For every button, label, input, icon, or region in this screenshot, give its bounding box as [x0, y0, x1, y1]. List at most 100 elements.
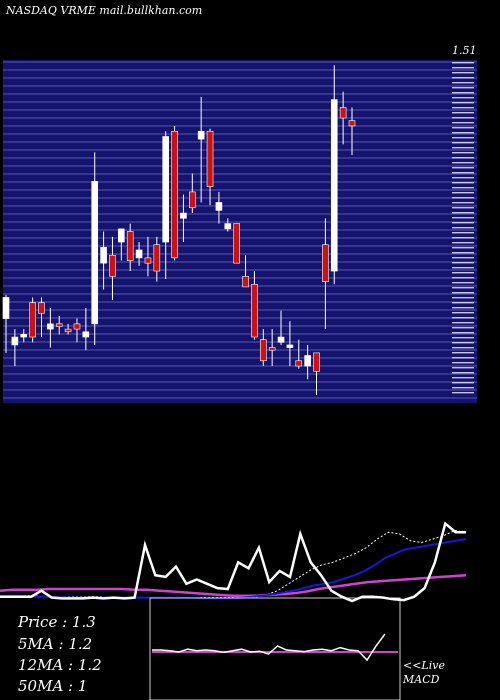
candle-body — [162, 136, 169, 243]
live-macd-label: <<Live MACD — [403, 659, 445, 687]
ma12-readout: 12MA : 1.2 — [18, 656, 102, 674]
price-scale-tick — [452, 392, 474, 394]
price-scale-tick — [452, 102, 474, 104]
price-scale-tick — [452, 172, 474, 174]
candle-body — [197, 130, 205, 140]
top-price-label: 1.51 — [452, 44, 477, 57]
candle-body — [268, 347, 276, 351]
candle-body — [73, 323, 81, 330]
price-scale-tick — [452, 127, 474, 129]
macd-label: MACD — [403, 673, 440, 686]
price-scale-tick — [452, 352, 474, 354]
chart-header: NASDAQ VRME mail.bullkhan.com — [6, 4, 203, 17]
price-scale-tick — [452, 372, 474, 374]
price-scale-tick — [452, 267, 474, 269]
candle-body — [109, 254, 116, 277]
candle-body — [135, 249, 143, 259]
price-scale-tick — [452, 347, 474, 349]
candle-body — [29, 302, 36, 338]
price-scale-tick — [452, 367, 474, 369]
price-scale-tick — [452, 232, 474, 234]
candle-body — [11, 336, 19, 346]
candle-body — [348, 120, 356, 127]
price-panel — [3, 60, 477, 403]
price-readout: Price : 1.3 — [18, 613, 96, 631]
macd-line — [152, 633, 386, 662]
ma50-readout: 50MA : 1 — [18, 677, 88, 695]
candle-body — [224, 223, 232, 230]
candle-body — [295, 360, 303, 367]
candle-body — [47, 323, 54, 330]
price-scale-tick — [452, 342, 474, 344]
price-scale-tick — [452, 387, 474, 389]
price-scale-tick — [452, 272, 474, 274]
price-scale-tick — [452, 72, 474, 74]
price-gridlines — [3, 61, 477, 399]
candlestick-series — [2, 65, 356, 396]
price-scale-tick — [452, 227, 474, 229]
price-scale-tick — [452, 297, 474, 299]
price-scale-tick — [452, 202, 474, 204]
macd-lines — [152, 633, 398, 662]
price-scale-tick — [452, 147, 474, 149]
price-scale-tick — [452, 292, 474, 294]
candle-body — [126, 231, 134, 261]
price-scale-tick — [452, 307, 474, 309]
live-label: <<Live — [403, 659, 445, 672]
price-scale-tick — [452, 157, 474, 159]
price-scale-tick — [452, 92, 474, 94]
price-scale-tick — [452, 277, 474, 279]
moving-average-panel — [0, 521, 467, 603]
price-scale-tick — [452, 82, 474, 84]
candle-body — [118, 228, 125, 243]
candle-body — [82, 331, 90, 338]
price-scale-tick — [452, 162, 474, 164]
candle-body — [189, 191, 196, 209]
candle-body — [55, 323, 63, 327]
price-scale-tick — [452, 77, 474, 79]
candle-body — [304, 355, 311, 367]
price-scale-tick — [452, 302, 474, 304]
price-scale-tick — [452, 67, 474, 69]
candle-body — [180, 212, 187, 219]
macd-panel — [149, 597, 401, 700]
price-scale-tick — [452, 362, 474, 364]
price-scale-tick — [452, 142, 474, 144]
price-scale-tick — [452, 112, 474, 114]
candle-body — [259, 339, 267, 362]
momentum-line — [0, 521, 466, 603]
price-scale-tick — [452, 122, 474, 124]
price-scale-tick — [452, 197, 474, 199]
price-scale-tick — [452, 167, 474, 169]
candle-body — [91, 181, 99, 325]
candle-body — [313, 352, 320, 372]
ma-dotted-line — [0, 529, 467, 599]
candle-body — [277, 336, 285, 343]
price-scale-tick — [452, 252, 474, 254]
candle-body — [286, 344, 294, 348]
price-scale-tick — [452, 117, 474, 119]
price-scale-tick — [452, 332, 474, 334]
price-scale-tick — [452, 177, 474, 179]
price-scale-tick — [452, 62, 474, 64]
price-scale-tick — [452, 212, 474, 214]
candle-body — [38, 302, 45, 314]
price-scale-tick — [452, 327, 474, 329]
candle-body — [330, 99, 338, 272]
price-scale-tick — [452, 97, 474, 99]
ma5-readout: 5MA : 1.2 — [18, 635, 93, 653]
candle-body — [20, 334, 28, 338]
price-scale-tick — [452, 242, 474, 244]
price-scale-tick — [452, 137, 474, 139]
price-scale-tick — [452, 357, 474, 359]
price-scale-tick — [452, 222, 474, 224]
price-scale-tick — [452, 282, 474, 284]
candle-body — [322, 244, 329, 282]
price-scale-tick — [452, 377, 474, 379]
price-scale-tick — [452, 187, 474, 189]
price-scale-tick — [452, 382, 474, 384]
candle-body — [153, 244, 161, 272]
candle-body — [2, 297, 10, 319]
